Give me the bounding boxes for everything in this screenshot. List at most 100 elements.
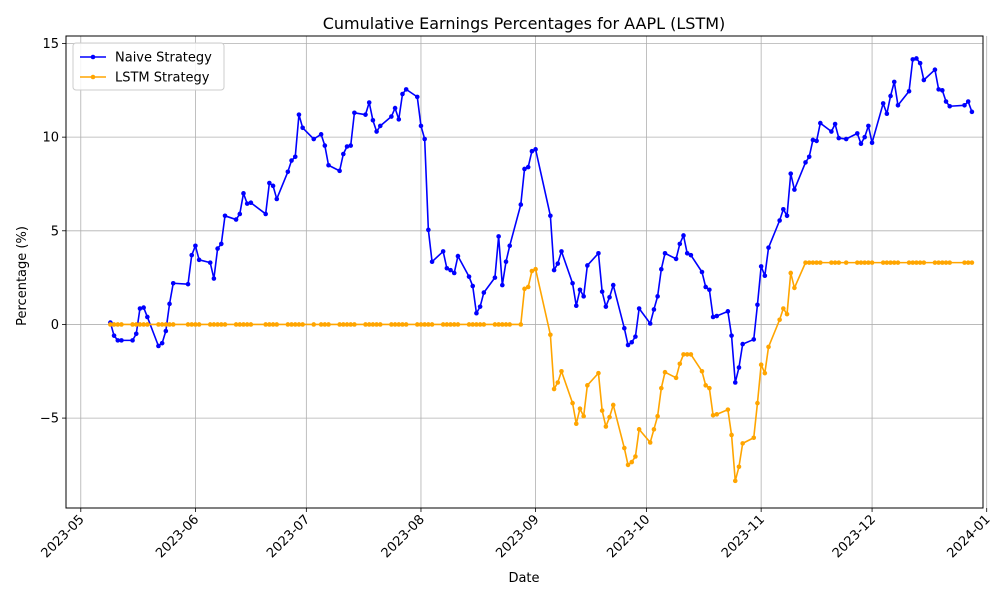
data-point: [348, 143, 354, 148]
data-point: [492, 275, 498, 280]
data-point: [914, 56, 919, 61]
data-point: [500, 282, 505, 288]
data-point: [806, 154, 812, 160]
y-tick-label: 0: [51, 318, 59, 333]
data-point: [400, 322, 405, 327]
data-point: [777, 317, 782, 323]
data-point: [659, 385, 664, 391]
data-point: [714, 412, 720, 417]
data-point: [777, 218, 782, 223]
data-point: [714, 313, 720, 319]
data-point: [389, 322, 394, 327]
data-point: [207, 260, 213, 265]
plot-area: [66, 36, 983, 508]
data-point: [215, 322, 220, 327]
data-point: [732, 478, 738, 484]
y-tick-label: −5: [40, 412, 59, 427]
data-point: [784, 311, 790, 317]
data-point: [677, 361, 683, 367]
data-point: [636, 427, 642, 432]
data-point: [248, 322, 254, 327]
data-point: [108, 322, 113, 327]
data-point: [965, 260, 971, 265]
data-point: [629, 339, 635, 345]
data-point: [651, 427, 657, 432]
data-point: [496, 322, 501, 327]
data-point: [274, 196, 280, 202]
data-point: [503, 322, 509, 327]
data-point: [474, 322, 479, 327]
data-point: [880, 101, 886, 106]
data-point: [141, 305, 146, 310]
data-point: [699, 269, 705, 275]
data-point: [629, 459, 635, 465]
data-point: [525, 284, 531, 290]
data-point: [603, 424, 609, 429]
data-point: [703, 383, 708, 388]
data-point: [655, 413, 660, 419]
data-point: [507, 243, 513, 249]
data-point: [729, 333, 734, 338]
data-point: [426, 227, 431, 233]
data-point: [503, 259, 509, 265]
data-point: [662, 369, 668, 375]
y-tick-label: 5: [51, 224, 59, 239]
data-point: [962, 260, 967, 265]
data-point: [832, 121, 838, 127]
data-point: [193, 322, 198, 327]
data-point: [185, 322, 191, 327]
data-point: [518, 202, 524, 207]
data-point: [233, 217, 239, 222]
data-point: [363, 322, 368, 327]
data-point: [422, 136, 427, 142]
data-point: [366, 322, 372, 327]
data-point: [337, 168, 342, 174]
data-point: [581, 413, 586, 419]
data-point: [156, 322, 161, 327]
data-point: [167, 301, 172, 307]
data-point: [326, 162, 331, 168]
data-point: [322, 322, 328, 327]
data-point: [477, 304, 483, 309]
data-point: [932, 260, 938, 265]
data-point: [869, 140, 875, 146]
data-point: [156, 343, 161, 349]
data-point: [921, 77, 927, 83]
data-point: [792, 187, 797, 192]
data-point: [311, 136, 317, 142]
data-point: [267, 322, 272, 327]
data-point: [292, 322, 298, 327]
data-point: [533, 147, 538, 152]
data-point: [829, 260, 834, 265]
data-point: [917, 60, 923, 66]
data-point: [137, 322, 143, 327]
data-point: [914, 260, 919, 265]
data-point: [895, 260, 901, 265]
data-point: [940, 260, 945, 265]
data-point: [426, 322, 431, 327]
data-point: [684, 250, 690, 256]
data-point: [880, 260, 886, 265]
data-point: [115, 322, 121, 327]
data-point: [451, 270, 457, 276]
data-point: [751, 337, 757, 342]
data-point: [167, 322, 172, 327]
data-point: [862, 134, 867, 140]
data-point: [193, 243, 198, 249]
data-point: [681, 233, 686, 238]
data-point: [470, 283, 476, 289]
legend-box: [72, 42, 225, 91]
data-point: [551, 386, 557, 392]
data-point: [219, 322, 224, 327]
data-point: [196, 322, 202, 327]
data-point: [440, 322, 446, 327]
data-point: [625, 462, 631, 468]
data-point: [189, 322, 195, 327]
data-point: [300, 125, 305, 131]
data-point: [585, 263, 590, 268]
data-point: [573, 303, 579, 309]
data-point: [241, 322, 246, 327]
data-point: [525, 164, 531, 170]
data-point: [296, 322, 302, 327]
data-point: [219, 241, 224, 247]
